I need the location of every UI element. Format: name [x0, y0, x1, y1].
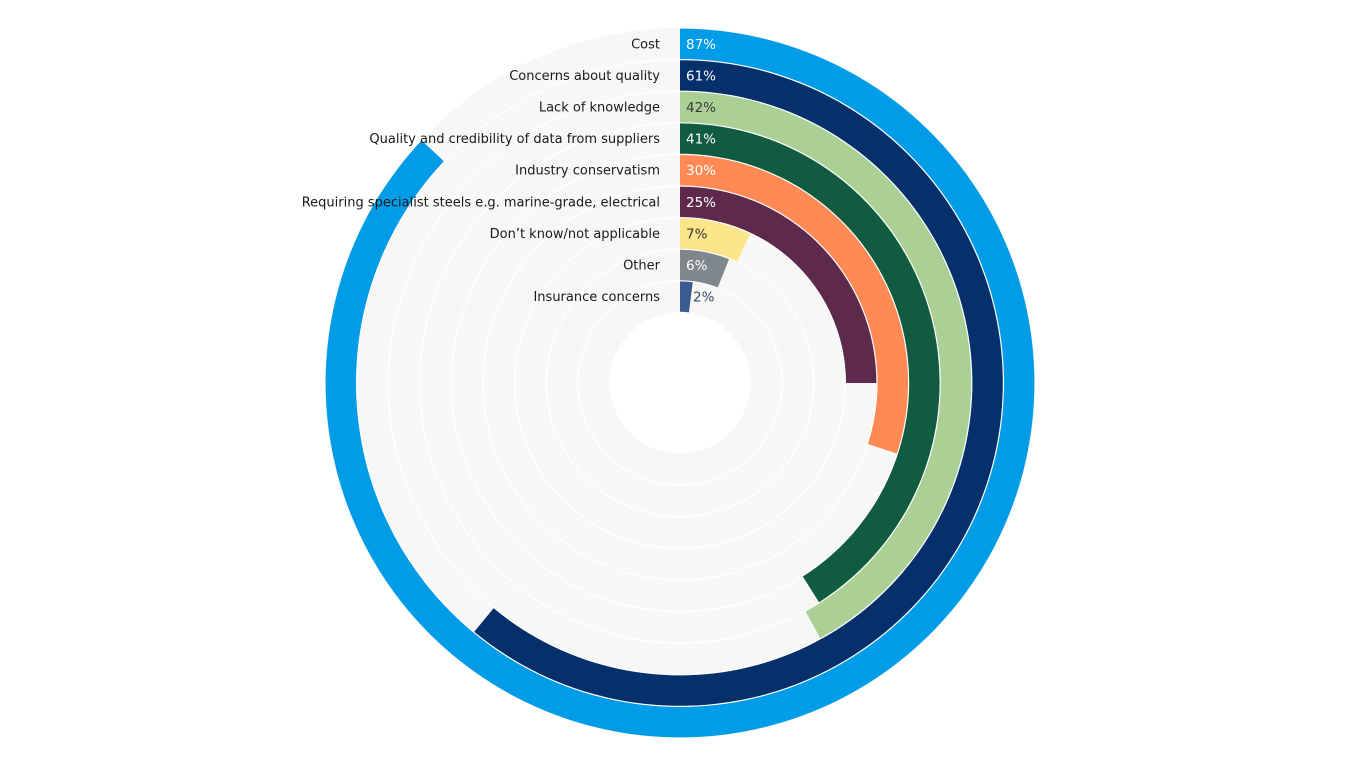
data-label: 7% — [686, 226, 708, 242]
bar-4 — [680, 155, 908, 454]
track-separator — [419, 122, 941, 644]
bars — [325, 28, 1035, 738]
category-label: Lack of knowledge — [539, 101, 660, 116]
track-separator — [577, 280, 783, 486]
track-separator — [356, 59, 1004, 707]
bar-5 — [680, 186, 877, 383]
data-label: 42% — [686, 100, 716, 116]
category-label: Don’t know/not applicable — [490, 227, 660, 242]
data-label: 61% — [686, 68, 716, 84]
data-label: 87% — [686, 37, 716, 53]
data-label: 2% — [693, 290, 715, 306]
bar-3 — [680, 123, 940, 603]
data-label: 6% — [686, 258, 708, 274]
category-label: Quality and credibility of data from sup… — [369, 132, 660, 147]
category-label: Other — [623, 259, 661, 274]
data-labels: 87% 61% 42% 41% 30% 25% 7% 6% 2% — [686, 37, 716, 306]
bar-6 — [680, 218, 751, 262]
track-separator — [482, 185, 878, 581]
category-label: Insurance concerns — [533, 290, 660, 305]
category-labels: Cost Concerns about quality Lack of knowle… — [302, 37, 661, 305]
track-separator — [513, 217, 846, 549]
bar-2 — [680, 91, 972, 639]
data-label: 25% — [686, 195, 716, 211]
category-label: Industry conservatism — [515, 164, 660, 179]
bar-7 — [680, 249, 730, 288]
category-label: Concerns about quality — [509, 69, 660, 84]
data-label: 30% — [686, 163, 716, 179]
bar-1 — [474, 60, 1003, 706]
track-separator — [450, 153, 910, 613]
category-label: Cost — [631, 37, 660, 52]
bar-8 — [680, 281, 693, 313]
track-separator — [545, 248, 815, 518]
track-separator — [387, 90, 973, 676]
category-label: Requiring specialist steels e.g. marine-… — [302, 195, 660, 210]
data-label: 41% — [686, 132, 716, 148]
